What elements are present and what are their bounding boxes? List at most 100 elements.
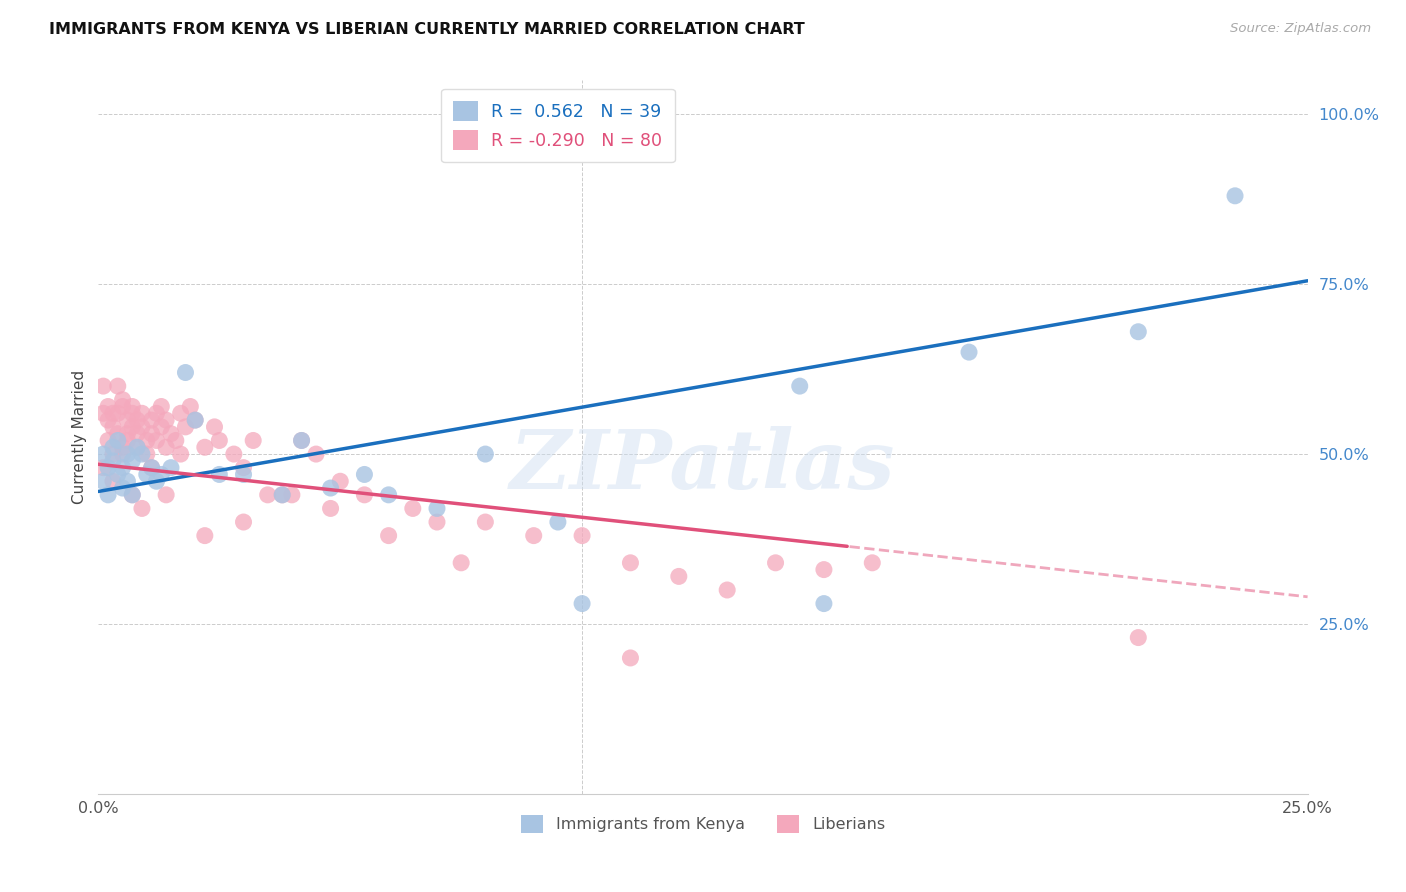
Point [789, 379, 811, 393]
Point [155, 440, 177, 454]
Point [111, 392, 134, 407]
Point [131, 406, 153, 420]
Point [145, 406, 167, 420]
Point [131, 420, 153, 434]
Point [305, 447, 328, 461]
Point [127, 440, 149, 454]
Point [290, 434, 312, 448]
Point [813, 563, 835, 577]
Point [145, 475, 167, 489]
Point [184, 413, 207, 427]
Point [111, 481, 134, 495]
Point [135, 434, 157, 448]
Point [174, 420, 197, 434]
Point [131, 501, 153, 516]
Point [101, 420, 124, 434]
Point [155, 413, 177, 427]
Point [353, 488, 375, 502]
Point [402, 501, 425, 516]
Point [450, 556, 472, 570]
Text: Source: ZipAtlas.com: Source: ZipAtlas.com [1230, 22, 1371, 36]
Point [271, 488, 294, 502]
Point [860, 556, 883, 570]
Point [117, 447, 139, 461]
Point [117, 413, 139, 427]
Point [127, 440, 149, 454]
Point [107, 426, 129, 441]
Legend: Immigrants from Kenya, Liberians: Immigrants from Kenya, Liberians [515, 808, 891, 839]
Point [121, 454, 143, 468]
Point [91, 460, 114, 475]
Point [329, 475, 352, 489]
Point [377, 488, 399, 502]
Point [131, 447, 153, 461]
Point [271, 488, 294, 502]
Point [208, 434, 231, 448]
Point [232, 460, 254, 475]
Point [242, 434, 264, 448]
Point [474, 447, 496, 461]
Point [160, 460, 183, 475]
Point [169, 406, 191, 420]
Point [121, 400, 143, 414]
Point [426, 515, 449, 529]
Point [184, 413, 207, 427]
Point [571, 597, 593, 611]
Point [169, 447, 191, 461]
Point [91, 379, 114, 393]
Point [97, 413, 120, 427]
Point [117, 475, 139, 489]
Point [813, 597, 835, 611]
Point [1223, 189, 1246, 203]
Point [208, 467, 231, 482]
Point [194, 528, 217, 542]
Point [174, 366, 197, 380]
Point [232, 515, 254, 529]
Point [256, 488, 278, 502]
Point [353, 467, 375, 482]
Point [121, 488, 143, 502]
Point [155, 488, 177, 502]
Point [101, 406, 124, 420]
Point [165, 434, 187, 448]
Point [281, 488, 304, 502]
Point [121, 488, 143, 502]
Point [145, 434, 167, 448]
Point [101, 447, 124, 461]
Point [117, 434, 139, 448]
Text: IMMIGRANTS FROM KENYA VS LIBERIAN CURRENTLY MARRIED CORRELATION CHART: IMMIGRANTS FROM KENYA VS LIBERIAN CURREN… [49, 22, 806, 37]
Point [141, 460, 163, 475]
Point [117, 426, 139, 441]
Point [97, 460, 120, 475]
Point [232, 467, 254, 482]
Point [150, 420, 173, 434]
Point [426, 501, 449, 516]
Point [107, 379, 129, 393]
Point [474, 515, 496, 529]
Point [111, 400, 134, 414]
Point [101, 454, 124, 468]
Point [668, 569, 690, 583]
Y-axis label: Currently Married: Currently Married [72, 370, 87, 504]
Point [222, 447, 245, 461]
Point [101, 475, 124, 489]
Point [91, 406, 114, 420]
Point [135, 467, 157, 482]
Point [111, 440, 134, 454]
Point [765, 556, 787, 570]
Point [571, 528, 593, 542]
Point [319, 481, 342, 495]
Point [1128, 325, 1150, 339]
Point [121, 406, 143, 420]
Point [107, 434, 129, 448]
Point [135, 447, 157, 461]
Point [957, 345, 980, 359]
Point [127, 413, 149, 427]
Text: ZIPatlas: ZIPatlas [510, 425, 896, 506]
Point [319, 501, 342, 516]
Point [619, 651, 641, 665]
Point [91, 475, 114, 489]
Point [194, 440, 217, 454]
Point [127, 426, 149, 441]
Point [377, 528, 399, 542]
